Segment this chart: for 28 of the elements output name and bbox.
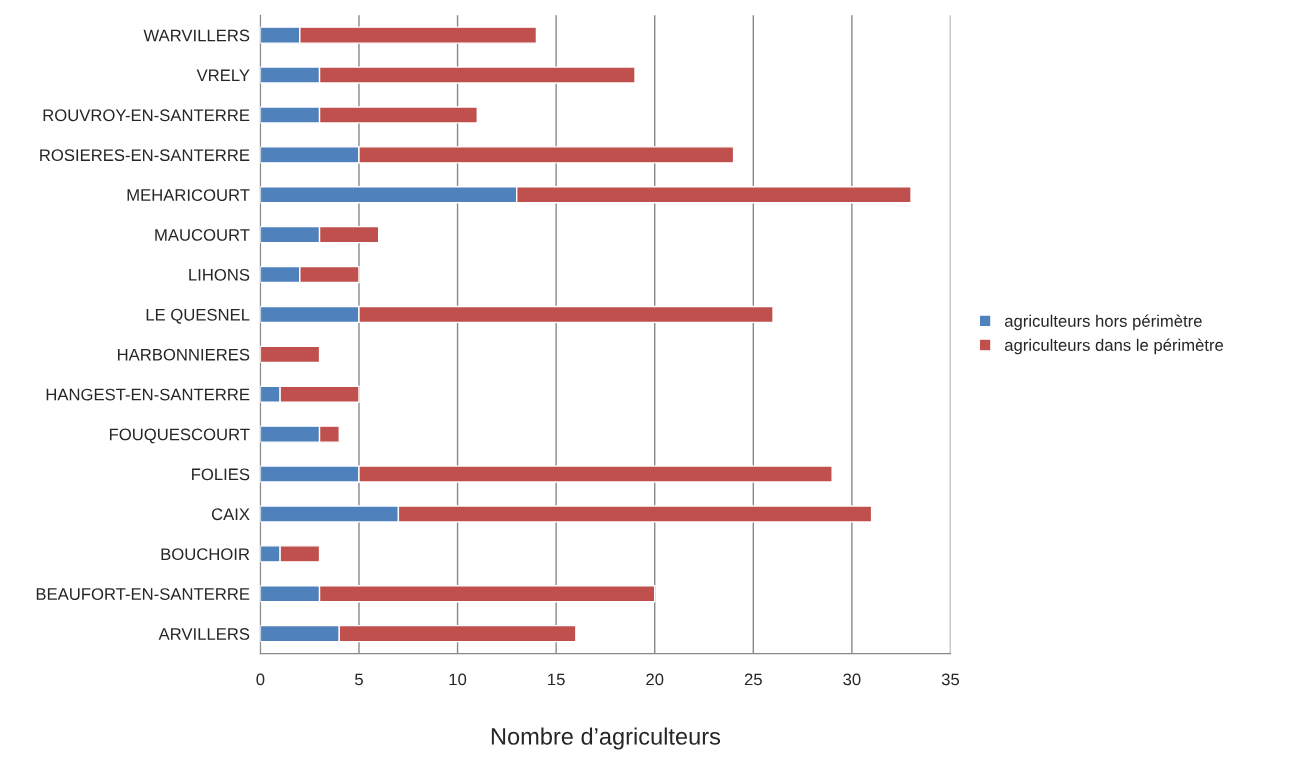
x-tick-label: 25: [744, 673, 762, 686]
y-tick-label: ARVILLERS: [158, 628, 250, 640]
y-tick-label: ROSIERES-EN-SANTERRE: [40, 149, 250, 162]
y-tick-label: MEHARICOURT: [127, 189, 250, 201]
x-tick-label: 10: [449, 673, 467, 686]
x-tick-label: 35: [941, 673, 960, 686]
y-tick-label: BEAUFORT-EN-SANTERRE: [36, 588, 250, 600]
y-tick-label: BOUCHOIR: [161, 548, 250, 561]
x-tick-label: 0: [256, 673, 265, 686]
y-tick-label: HARBONNIERES: [117, 348, 250, 361]
y-tick-label: LIHONS: [189, 268, 250, 281]
x-tick-label: 20: [646, 673, 664, 686]
y-tick-label: ROUVROY-EN-SANTERRE: [43, 109, 250, 122]
y-tick-label: MAUCOURT: [155, 229, 250, 241]
y-tick-label: FOLIES: [192, 468, 250, 481]
y-tick-label: HANGEST-EN-SANTERRE: [46, 388, 250, 401]
y-tick-label: WARVILLERS: [143, 29, 250, 42]
x-tick-label: 15: [548, 673, 565, 686]
legend-label: agriculteurs dans le périmètre: [1004, 338, 1224, 355]
x-axis-title: Nombre d’agriculteurs: [491, 727, 721, 750]
x-tick-label: 5: [355, 673, 363, 686]
bar: [260, 345, 321, 364]
legend-label: agriculteurs hors périmètre: [1004, 314, 1202, 331]
y-tick-label: FOUQUESCOURT: [109, 428, 250, 444]
y-tick-label: CAIX: [211, 508, 250, 521]
x-tick-label: 30: [843, 673, 861, 686]
y-tick-label: VRELY: [196, 69, 250, 82]
y-tick-label: LE QUESNEL: [146, 308, 250, 324]
